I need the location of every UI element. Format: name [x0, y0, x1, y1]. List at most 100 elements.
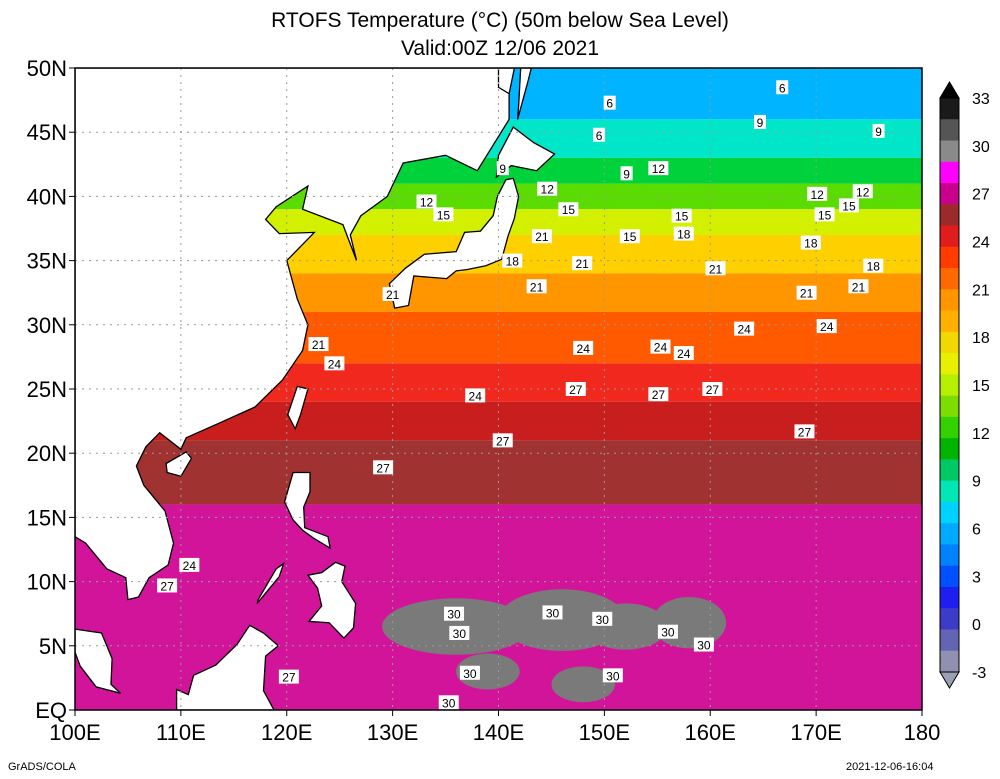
contour-label: 6	[603, 95, 616, 111]
x-tick-label: 100E	[49, 720, 100, 745]
contour-label: 9	[496, 161, 509, 176]
x-tick-label: 140E	[473, 720, 524, 745]
colorbar-label: 12	[972, 426, 990, 443]
svg-text:9: 9	[499, 162, 506, 176]
colorbar-segment	[940, 501, 959, 524]
colorbar-label: 9	[972, 474, 981, 491]
svg-text:12: 12	[811, 188, 825, 202]
svg-text:18: 18	[506, 255, 520, 269]
svg-text:18: 18	[867, 260, 881, 274]
colorbar-label: 6	[972, 522, 981, 539]
warm-pool-patch	[551, 666, 615, 703]
contour-label: 9	[620, 166, 633, 181]
colorbar-label: -3	[972, 665, 986, 682]
contour-label: 27	[565, 382, 586, 397]
contour-label: 27	[794, 424, 815, 439]
svg-text:18: 18	[677, 228, 691, 242]
contour-label: 21	[382, 286, 403, 302]
contour-label: 27	[648, 387, 669, 402]
y-tick-label: 25N	[27, 377, 67, 402]
svg-text:30: 30	[546, 606, 560, 620]
colorbar-label: 18	[972, 330, 990, 347]
land-masses	[75, 68, 556, 710]
svg-text:6: 6	[606, 97, 613, 111]
y-tick-label: 35N	[27, 249, 67, 274]
contour-label: 27	[157, 578, 178, 593]
y-tick-label: 30N	[27, 313, 67, 338]
colorbar-segment	[940, 650, 959, 673]
colorbar-arrow-bottom	[939, 671, 960, 689]
temp-band	[75, 440, 922, 505]
contour-label: 30	[693, 637, 714, 653]
contour-label: 18	[673, 226, 694, 242]
y-tick-label: 20N	[27, 441, 67, 466]
contour-label: 21	[572, 256, 593, 271]
colorbar-segment	[940, 395, 959, 418]
svg-text:21: 21	[800, 287, 814, 301]
contour-label: 24	[324, 356, 345, 371]
colorbar-segment	[940, 161, 959, 184]
svg-text:18: 18	[804, 237, 818, 251]
contour-label: 15	[671, 208, 692, 224]
colorbar-label: 24	[972, 235, 990, 252]
contour-label: 12	[852, 184, 873, 199]
svg-text:30: 30	[606, 669, 620, 683]
svg-text:15: 15	[623, 230, 637, 244]
footer-timestamp: 2021-12-06-16:04	[846, 761, 934, 773]
y-tick-label: EQ	[35, 698, 67, 723]
svg-text:27: 27	[798, 425, 812, 439]
svg-text:24: 24	[654, 341, 668, 355]
contour-label: 27	[373, 460, 394, 475]
contour-label: 12	[648, 161, 669, 176]
colorbar-segment	[940, 204, 959, 227]
land-luzon	[283, 471, 332, 550]
svg-text:15: 15	[437, 208, 451, 222]
x-tick-label: 120E	[261, 720, 312, 745]
colorbar-segment	[940, 523, 959, 545]
contour-label: 21	[308, 337, 329, 352]
colorbar-label: 3	[972, 569, 981, 586]
contour-label: 12	[807, 186, 828, 202]
colorbar-segment	[940, 225, 959, 248]
svg-text:24: 24	[183, 559, 197, 573]
contour-label: 18	[863, 258, 884, 274]
svg-text:24: 24	[469, 389, 483, 403]
land-mainland-coast	[497, 68, 516, 95]
y-tick-label: 50N	[27, 56, 67, 81]
contour-label: 30	[438, 695, 459, 710]
contour-label: 6	[593, 127, 606, 143]
colorbar-segment	[940, 438, 959, 460]
svg-text:21: 21	[575, 257, 589, 271]
svg-text:30: 30	[447, 608, 461, 622]
svg-text:9: 9	[623, 167, 630, 181]
colorbar-label: 30	[972, 139, 990, 156]
title-line-1: RTOFS Temperature (°C) (50m below Sea Le…	[271, 9, 729, 32]
contour-label: 21	[796, 285, 817, 301]
x-tick-label: 130E	[367, 720, 418, 745]
warm-pool-patch	[652, 597, 727, 649]
svg-text:12: 12	[541, 183, 555, 197]
colorbar-frame	[939, 97, 960, 673]
contour-label: 24	[734, 321, 755, 337]
svg-text:24: 24	[820, 320, 834, 334]
contour-label: 18	[800, 235, 821, 251]
colorbar-segment	[940, 268, 959, 290]
contour-label: 21	[848, 279, 869, 294]
svg-text:24: 24	[328, 357, 342, 371]
svg-text:27: 27	[569, 383, 583, 397]
contour-label: 27	[702, 382, 723, 397]
colorbar-segment	[940, 246, 959, 269]
colorbar-segment	[940, 140, 959, 163]
svg-text:27: 27	[706, 383, 720, 397]
svg-text:21: 21	[852, 280, 866, 294]
colorbar-label: 27	[972, 187, 990, 204]
colorbar-label: 0	[972, 617, 981, 634]
contour-label: 30	[449, 625, 470, 641]
colorbar-segment	[940, 289, 959, 312]
contour-label: 30	[602, 668, 623, 683]
colorbar-arrow-top	[939, 81, 960, 99]
colorbar-segment	[940, 119, 959, 142]
contour-label: 15	[814, 207, 835, 222]
x-tick-label: 180	[904, 720, 941, 745]
